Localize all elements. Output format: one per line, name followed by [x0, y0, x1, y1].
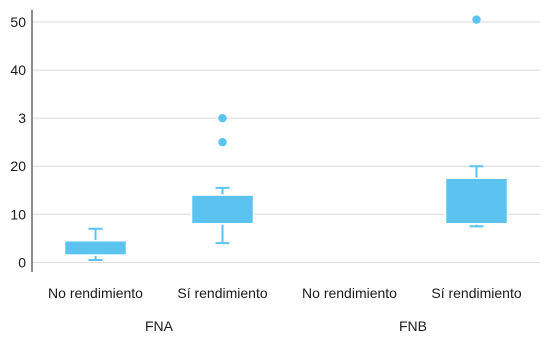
- box-plot: [444, 15, 509, 228]
- y-tick-label: 3: [18, 110, 26, 126]
- x-tick-label: Sí rendimiento: [177, 285, 267, 301]
- box: [444, 177, 509, 225]
- label-layer: 0 10 20 3 40 50 No rendimiento Sí rendimiento No…: [10, 14, 521, 334]
- y-tick-label: 40: [10, 62, 26, 78]
- y-tick-label: 10: [10, 206, 26, 222]
- box: [190, 194, 255, 225]
- x-tick-label: Sí rendimiento: [431, 285, 521, 301]
- y-tick-label: 20: [10, 158, 26, 174]
- outlier-point: [218, 113, 227, 123]
- group-label: FNB: [399, 318, 427, 334]
- box-plot: [63, 227, 128, 261]
- box-layer: [63, 15, 509, 261]
- y-tick-label: 0: [18, 254, 26, 270]
- box: [63, 240, 128, 256]
- group-label: FNA: [145, 318, 174, 334]
- y-tick-label: 50: [10, 14, 26, 30]
- grid-layer: [32, 21, 540, 263]
- box-plot: [190, 113, 255, 245]
- outlier-point: [218, 138, 227, 147]
- x-tick-label: No rendimiento: [302, 285, 397, 301]
- x-tick-label: No rendimiento: [48, 285, 143, 301]
- outlier-point: [472, 15, 481, 24]
